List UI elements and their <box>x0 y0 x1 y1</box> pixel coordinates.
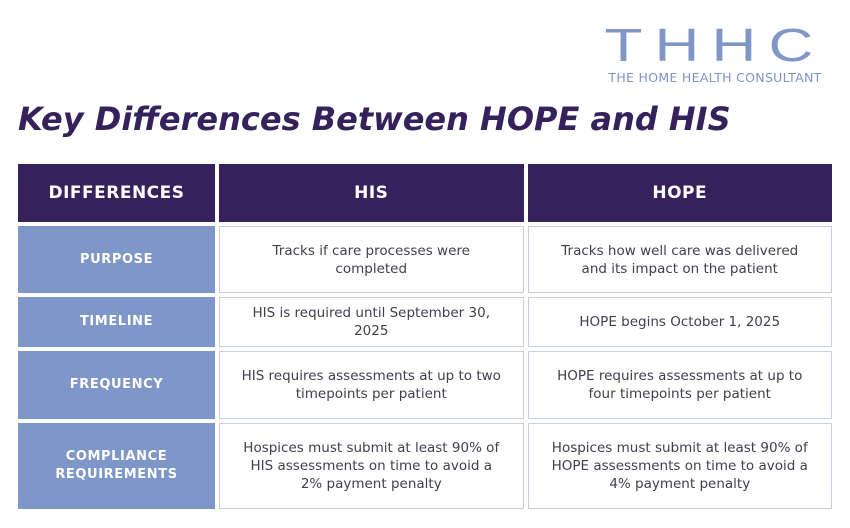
row-label-compliance: COMPLIANCE REQUIREMENTS <box>18 423 215 509</box>
table-row: FREQUENCY HIS requires assessments at up… <box>18 351 832 419</box>
company-logo: THHC THE HOME HEALTH CONSULTANT <box>590 22 840 85</box>
comparison-table: DIFFERENCES HIS HOPE PURPOSE Tracks if c… <box>14 160 836 513</box>
page-title: Key Differences Between HOPE and HIS <box>18 100 731 138</box>
table-row: PURPOSE Tracks if care processes were co… <box>18 226 832 293</box>
row-label-purpose: PURPOSE <box>18 226 215 293</box>
cell-his-compliance: Hospices must submit at least 90% of HIS… <box>219 423 524 509</box>
cell-hope-frequency: HOPE requires assessments at up to four … <box>527 351 832 419</box>
cell-hope-compliance: Hospices must submit at least 90% of HOP… <box>527 423 832 509</box>
logo-mark: THHC <box>604 19 826 71</box>
cell-his-purpose: Tracks if care processes were completed <box>219 226 524 293</box>
row-label-timeline: TIMELINE <box>18 297 215 347</box>
table-header-row: DIFFERENCES HIS HOPE <box>18 164 832 222</box>
table-row: COMPLIANCE REQUIREMENTS Hospices must su… <box>18 423 832 509</box>
table-row: TIMELINE HIS is required until September… <box>18 297 832 347</box>
cell-hope-timeline: HOPE begins October 1, 2025 <box>527 297 832 347</box>
cell-his-frequency: HIS requires assessments at up to two ti… <box>219 351 524 419</box>
logo-subtitle: THE HOME HEALTH CONSULTANT <box>608 70 822 85</box>
cell-his-timeline: HIS is required until September 30, 2025 <box>219 297 524 347</box>
header-differences: DIFFERENCES <box>18 164 215 222</box>
header-hope: HOPE <box>527 164 832 222</box>
cell-hope-purpose: Tracks how well care was delivered and i… <box>527 226 832 293</box>
row-label-frequency: FREQUENCY <box>18 351 215 419</box>
header-his: HIS <box>219 164 524 222</box>
